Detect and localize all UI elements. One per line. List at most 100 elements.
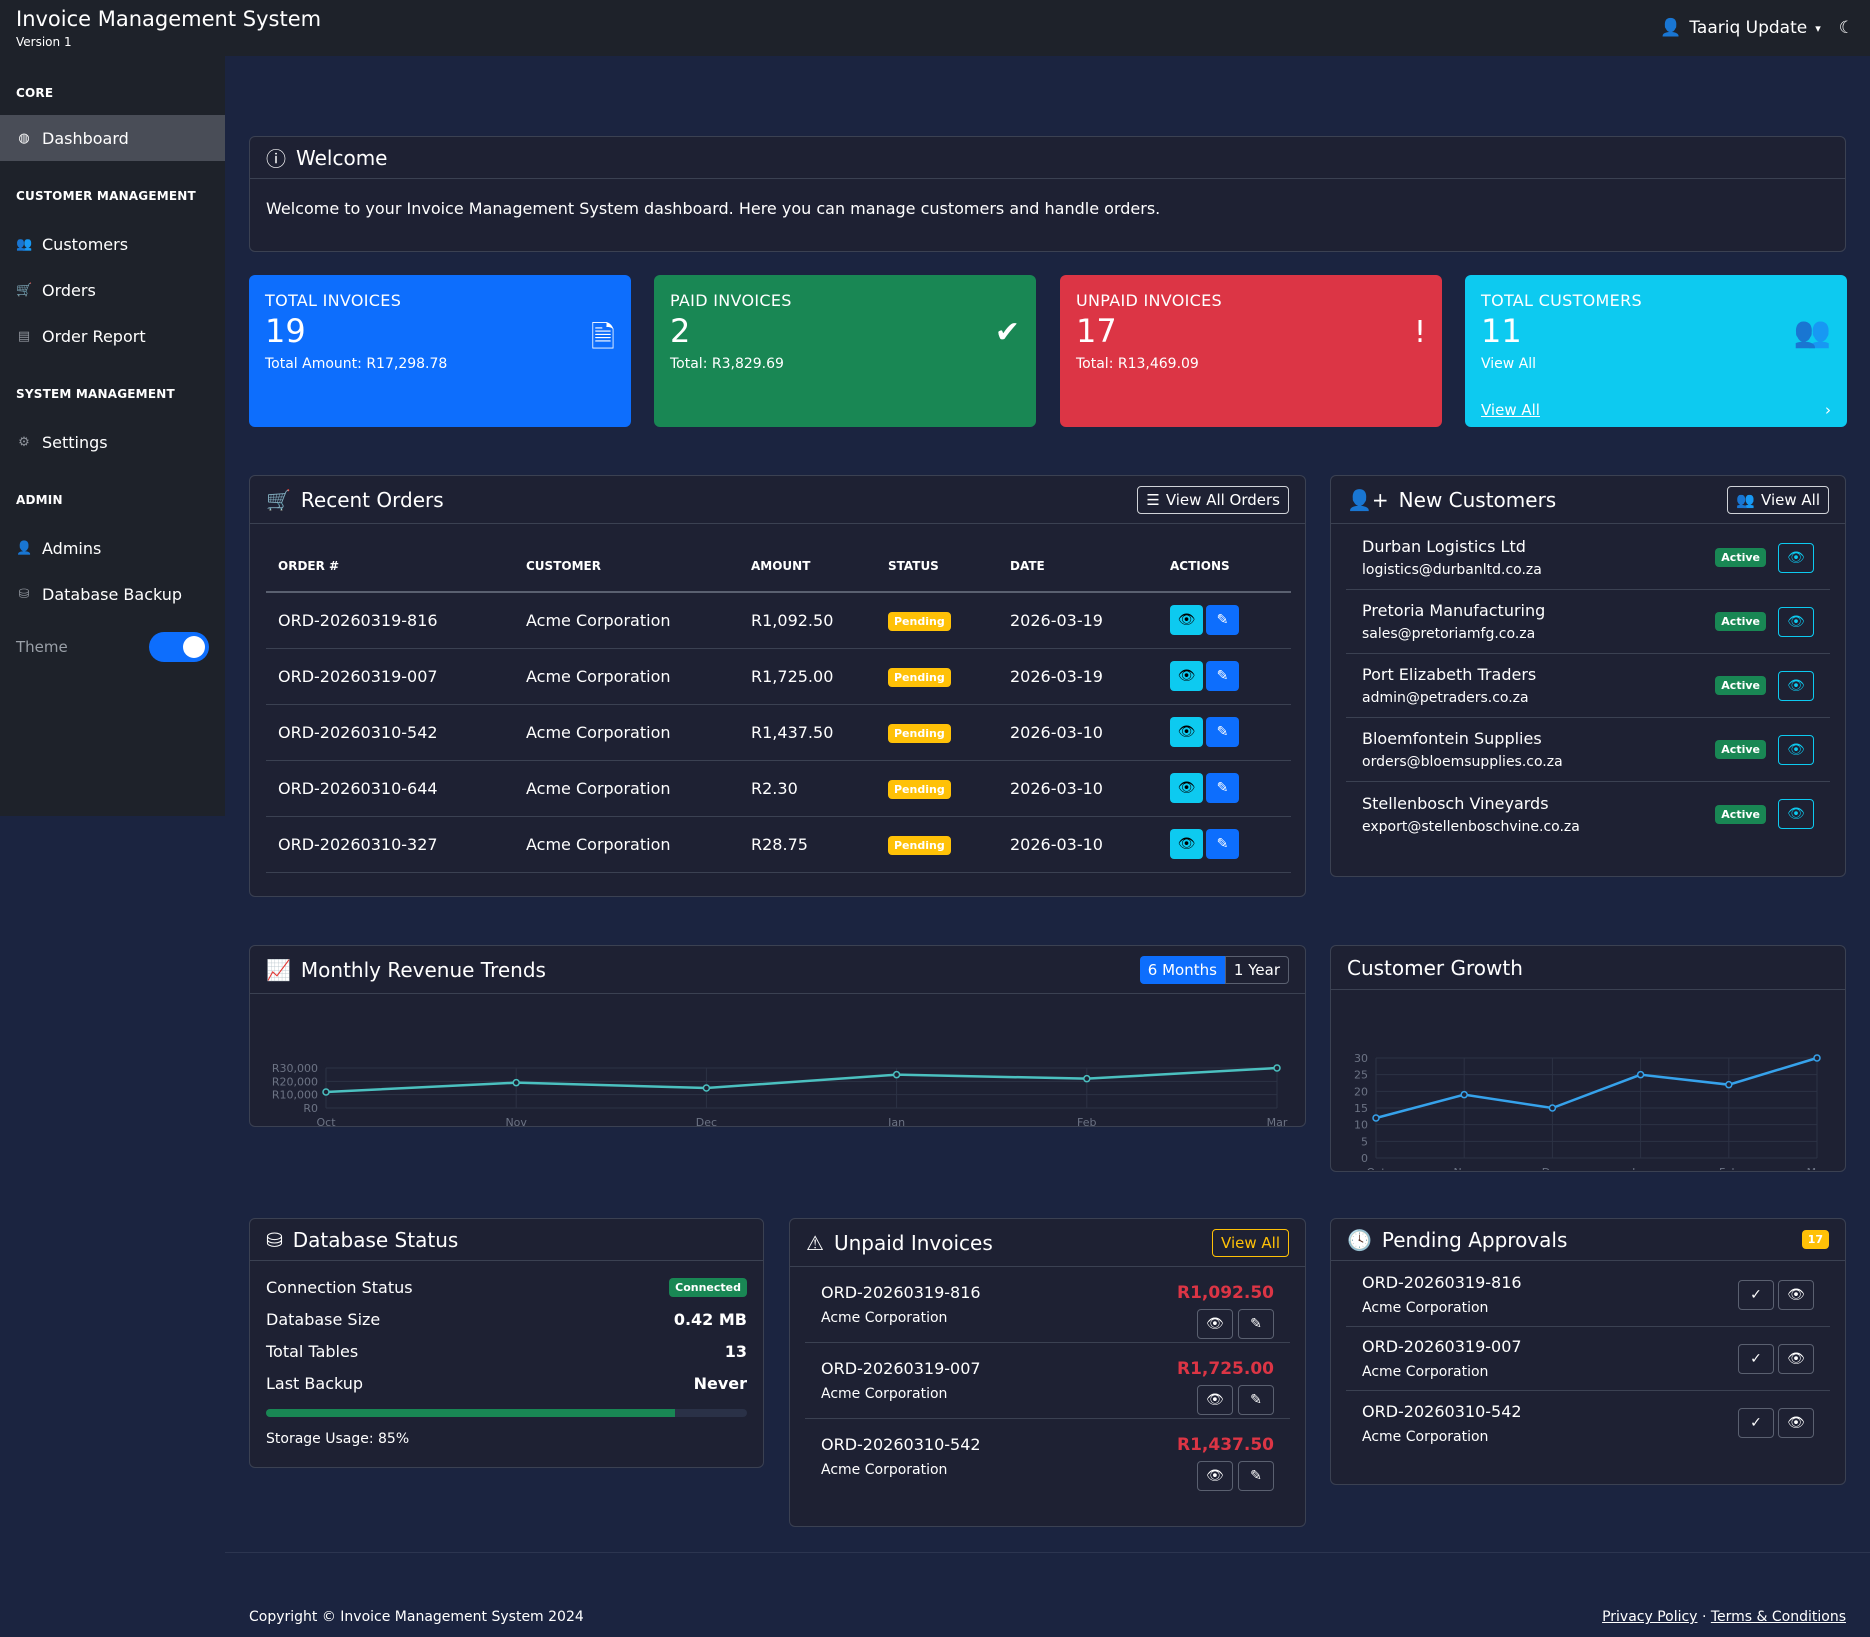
database-icon: ⛁ <box>266 1227 283 1252</box>
order-amount: R28.75 <box>739 816 876 873</box>
sidebar-item-order-report[interactable]: ▤ Order Report <box>0 313 225 359</box>
pending-approvals-card: 🕓 Pending Approvals 17 ORD-20260319-816 Ac… <box>1330 1218 1846 1485</box>
edit-order-button[interactable]: ✎ <box>1206 661 1239 691</box>
series-line <box>1375 1056 1818 1120</box>
sidebar-item-database-backup[interactable]: ⛁ Database Backup <box>0 571 225 617</box>
status-badge: Pending <box>888 779 951 799</box>
col-date: DATE <box>998 540 1158 593</box>
view-invoice-button[interactable]: 👁 <box>1196 1309 1233 1339</box>
view-order-button[interactable]: 👁 <box>1170 717 1203 747</box>
theme-row: Theme <box>0 627 225 667</box>
stat-sub: Total: R3,829.69 <box>670 356 784 372</box>
stat-label: PAID INVOICES <box>670 291 792 310</box>
user-menu[interactable]: 👤 Taariq Update ▾ <box>1660 18 1821 38</box>
view-all-customers-link[interactable]: View All <box>1481 401 1540 419</box>
caret-down-icon: ▾ <box>1815 21 1821 35</box>
status-badge: Pending <box>888 835 951 855</box>
approve-button[interactable]: ✓ <box>1738 1343 1774 1374</box>
view-order-button[interactable]: 👁 <box>1170 605 1203 636</box>
view-order-button[interactable]: 👁 <box>1170 829 1203 859</box>
privacy-policy-link[interactable]: Privacy Policy <box>1602 1609 1698 1625</box>
order-amount: R1,437.50 <box>739 704 876 761</box>
view-order-button[interactable]: 👁 <box>1170 773 1203 803</box>
edit-order-button[interactable]: ✎ <box>1206 773 1239 803</box>
sidebar-item-label: Orders <box>42 280 96 300</box>
y-tick-label: 30 <box>1354 1052 1368 1065</box>
col-status: STATUS <box>876 540 998 593</box>
pending-approvals-title: Pending Approvals <box>1381 1227 1568 1252</box>
terms-link[interactable]: Terms & Conditions <box>1710 1609 1846 1625</box>
edit-invoice-button[interactable]: ✎ <box>1238 1309 1274 1339</box>
status-badge: Pending <box>888 611 951 631</box>
x-tick-label: Nov <box>1453 1166 1475 1170</box>
view-invoice-button[interactable]: 👁 <box>1196 1461 1233 1491</box>
view-customer-button[interactable]: 👁 <box>1778 606 1814 637</box>
customer-email: logistics@durbanltd.co.za <box>1362 562 1542 578</box>
view-all-orders-button[interactable]: ☰ View All Orders <box>1137 485 1289 514</box>
view-order-button[interactable]: 👁 <box>1170 661 1203 691</box>
invoice-amount: R1,725.00 <box>1177 1359 1274 1379</box>
sidebar-item-customers[interactable]: 👥 Customers <box>0 221 225 267</box>
stat-label: TOTAL INVOICES <box>265 291 402 310</box>
sidebar-section-admin: ADMIN <box>16 493 63 507</box>
range-1-year-button[interactable]: 1 Year <box>1224 955 1289 984</box>
approve-button[interactable]: ✓ <box>1738 1279 1774 1310</box>
edit-invoice-button[interactable]: ✎ <box>1238 1461 1274 1491</box>
view-all-unpaid-button[interactable]: View All <box>1212 1228 1289 1257</box>
x-tick-label: Feb <box>1077 1116 1096 1126</box>
data-point <box>892 1070 901 1079</box>
edit-order-button[interactable]: ✎ <box>1206 829 1239 859</box>
sidebar: CORE ◍ Dashboard CUSTOMER MANAGEMENT 👥 C… <box>0 56 225 816</box>
order-date: 2026-03-19 <box>998 592 1158 649</box>
x-tick-label: Dec <box>1542 1166 1563 1170</box>
list-item: Pretoria Manufacturing sales@pretoriamfg.… <box>1346 590 1830 654</box>
sidebar-item-label: Order Report <box>42 326 146 346</box>
view-pending-button[interactable]: 👁 <box>1778 1279 1814 1310</box>
recent-orders-card: 🛒 Recent Orders ☰ View All Orders ORDER # … <box>249 475 1306 897</box>
invoice-amount: R1,437.50 <box>1177 1435 1274 1455</box>
kv-connection: Connection Status Connected <box>266 1271 747 1303</box>
data-point <box>1083 1074 1091 1083</box>
view-customer-button[interactable]: 👁 <box>1778 542 1814 573</box>
kv-value: 13 <box>724 1341 747 1361</box>
invoice-customer: Acme Corporation <box>821 1386 948 1402</box>
customer-email: orders@bloemsupplies.co.za <box>1362 754 1563 770</box>
list-item: Port Elizabeth Traders admin@petraders.co… <box>1346 654 1830 718</box>
edit-invoice-button[interactable]: ✎ <box>1238 1385 1274 1415</box>
unpaid-invoices-title: Unpaid Invoices <box>833 1230 993 1255</box>
moon-icon[interactable]: ☾ <box>1838 18 1854 38</box>
view-customer-button[interactable]: 👁 <box>1778 734 1814 765</box>
storage-label: Storage Usage: 85% <box>266 1431 410 1447</box>
edit-order-button[interactable]: ✎ <box>1206 717 1239 747</box>
order-customer: Acme Corporation <box>514 592 739 649</box>
theme-toggle[interactable] <box>149 632 209 662</box>
view-pending-button[interactable]: 👁 <box>1778 1408 1814 1438</box>
sidebar-section-customer-management: CUSTOMER MANAGEMENT <box>16 189 196 203</box>
x-tick-label: Oct <box>316 1116 336 1126</box>
view-customer-button[interactable]: 👁 <box>1778 799 1814 829</box>
sidebar-item-settings[interactable]: ⚙ Settings <box>0 419 225 465</box>
gear-icon: ⚙ <box>18 434 30 450</box>
top-navbar: Invoice Management System Version 1 👤 Ta… <box>0 0 1870 56</box>
kv-total-tables: Total Tables 13 <box>266 1335 747 1367</box>
brand[interactable]: Invoice Management System Version 1 <box>16 7 321 49</box>
sidebar-item-admins[interactable]: 👤 Admins <box>0 525 225 571</box>
kv-db-size: Database Size 0.42 MB <box>266 1303 747 1335</box>
sidebar-item-dashboard[interactable]: ◍ Dashboard <box>0 115 225 161</box>
view-all-customers-button[interactable]: 👥 View All <box>1727 485 1829 514</box>
app-version: Version 1 <box>16 35 72 49</box>
sidebar-item-orders[interactable]: 🛒 Orders <box>0 267 225 313</box>
x-tick-label: Jan <box>1631 1166 1649 1170</box>
view-pending-button[interactable]: 👁 <box>1778 1343 1814 1374</box>
footer-separator: · <box>1701 1609 1707 1625</box>
view-customer-button[interactable]: 👁 <box>1778 670 1814 701</box>
user-name: Taariq Update <box>1689 18 1808 38</box>
status-badge: Active <box>1715 548 1766 567</box>
stat-sub: Total Amount: R17,298.78 <box>265 356 448 372</box>
view-invoice-button[interactable]: 👁 <box>1196 1385 1233 1415</box>
col-actions: ACTIONS <box>1158 540 1291 593</box>
approve-button[interactable]: ✓ <box>1738 1408 1774 1438</box>
range-6-months-button[interactable]: 6 Months <box>1139 955 1225 984</box>
user-icon: 👤 <box>1660 18 1682 38</box>
edit-order-button[interactable]: ✎ <box>1206 605 1239 636</box>
